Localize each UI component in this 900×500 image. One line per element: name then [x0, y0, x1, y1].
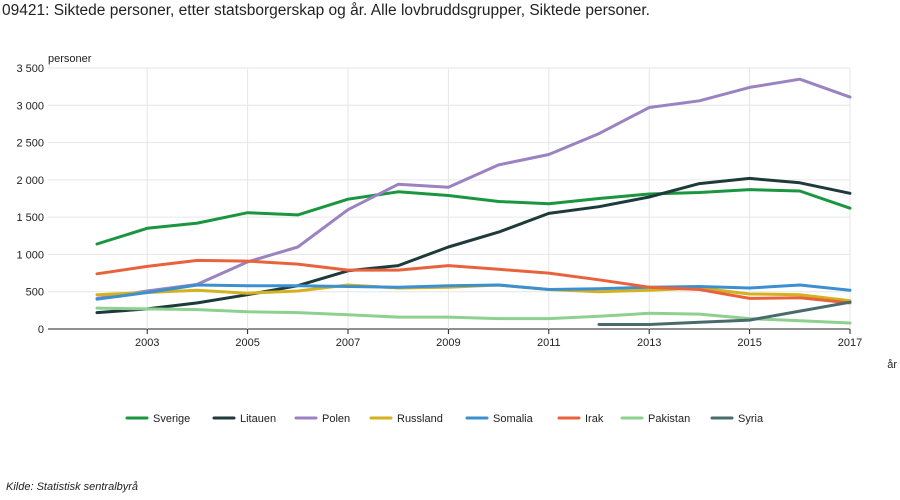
legend-item-somalia[interactable]: Somalia: [465, 413, 534, 425]
legend-label: Somalia: [493, 413, 534, 425]
chart-title: 09421: Siktede personer, etter statsborg…: [2, 2, 650, 19]
legend-item-irak[interactable]: Irak: [557, 413, 604, 425]
y-tick-label: 2 500: [16, 138, 44, 150]
series-line-irak: [95, 258, 852, 305]
y-tick-label: 0: [38, 324, 44, 336]
legend-item-syria[interactable]: Syria: [710, 413, 764, 425]
series-line-sverige: [95, 188, 852, 246]
series-lines: [95, 77, 852, 326]
y-axis-ticks: 0 500 1 000 1 500 2 000 2 500 3 000 3 500: [16, 63, 44, 336]
x-tick-label: 2007: [336, 337, 360, 349]
series-line-somalia: [95, 283, 852, 301]
x-tick-label: 2011: [537, 337, 561, 349]
y-tick-label: 3 000: [16, 100, 44, 112]
y-tick-label: 500: [26, 287, 44, 299]
legend-item-polen[interactable]: Polen: [294, 413, 350, 425]
legend-item-litauen[interactable]: Litauen: [212, 413, 276, 425]
x-tick-label: 2009: [436, 337, 460, 349]
y-tick-label: 1 500: [16, 212, 44, 224]
series-line-syria: [597, 300, 852, 326]
legend-item-sverige[interactable]: Sverige: [125, 413, 190, 425]
x-axis-title: år: [887, 359, 897, 371]
y-tick-label: 3 500: [16, 63, 44, 75]
y-tick-label: 1 000: [16, 249, 44, 261]
source-note: Kilde: Statistisk sentralbyrå: [6, 481, 139, 493]
legend: Sverige Litauen Polen Russland Somalia Irak Pa…: [125, 413, 764, 425]
legend-item-russland[interactable]: Russland: [369, 413, 443, 425]
legend-item-pakistan[interactable]: Pakistan: [620, 413, 690, 425]
x-tick-label: 2015: [737, 337, 761, 349]
series-line-pakistan: [95, 306, 852, 325]
y-axis-title: personer: [48, 53, 92, 65]
legend-label: Russland: [397, 413, 443, 425]
x-axis-ticks: 2003 2005 2007 2009 2011 2013 2015 2017: [135, 329, 862, 349]
y-tick-label: 2 000: [16, 175, 44, 187]
legend-label: Polen: [322, 413, 350, 425]
x-tick-label: 2005: [235, 337, 259, 349]
x-tick-label: 2013: [637, 337, 661, 349]
legend-label: Pakistan: [648, 413, 690, 425]
x-tick-label: 2003: [135, 337, 159, 349]
legend-label: Irak: [585, 413, 604, 425]
legend-label: Litauen: [240, 413, 276, 425]
series-line-polen: [95, 77, 852, 300]
x-tick-label: 2017: [838, 337, 862, 349]
legend-label: Sverige: [153, 413, 190, 425]
series-line-litauen: [95, 176, 852, 315]
legend-label: Syria: [738, 413, 764, 425]
